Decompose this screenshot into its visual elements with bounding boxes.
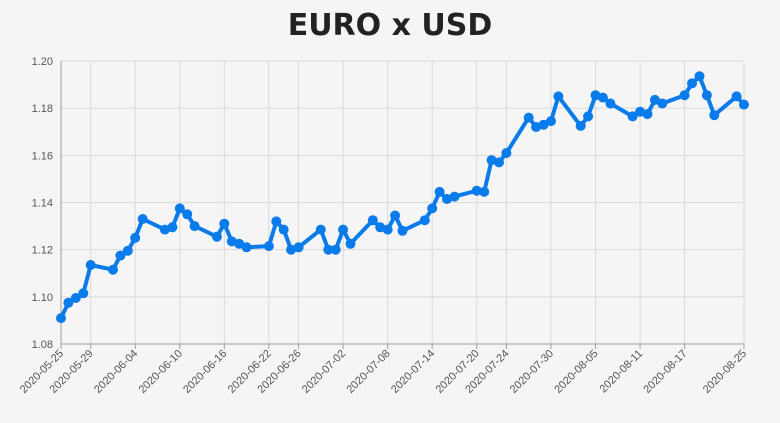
data-point xyxy=(70,293,81,303)
data-point xyxy=(263,241,274,252)
data-point xyxy=(501,148,512,158)
data-point xyxy=(546,116,556,127)
data-point xyxy=(159,224,170,235)
y-tick-label: 1.14 xyxy=(32,198,53,210)
data-point xyxy=(78,288,89,299)
data-point xyxy=(345,238,356,249)
data-point xyxy=(575,120,586,131)
chart-title: EURO x USD xyxy=(287,8,493,43)
data-point xyxy=(471,185,482,196)
x-tick-label: 2020-06-16 xyxy=(181,348,229,396)
data-point xyxy=(442,194,452,204)
y-tick-label: 1.18 xyxy=(32,103,53,115)
x-tick-label: 2020-07-14 xyxy=(389,348,437,396)
data-point xyxy=(241,242,252,253)
data-point xyxy=(323,244,334,255)
data-point xyxy=(174,203,185,214)
data-point xyxy=(427,203,438,214)
data-point xyxy=(330,244,341,255)
data-point xyxy=(531,122,542,132)
data-point xyxy=(679,90,690,101)
data-point xyxy=(137,214,148,224)
data-point xyxy=(293,242,304,253)
data-point xyxy=(367,215,378,226)
data-point xyxy=(182,209,193,220)
data-point xyxy=(523,112,534,123)
data-point xyxy=(449,191,460,202)
data-point xyxy=(538,119,549,130)
data-point xyxy=(167,222,178,233)
data-point xyxy=(657,98,668,109)
data-point xyxy=(553,91,564,102)
data-point xyxy=(271,216,282,227)
data-point xyxy=(278,224,289,235)
data-point xyxy=(701,90,712,101)
data-point xyxy=(390,210,401,221)
data-point xyxy=(642,109,653,120)
data-point xyxy=(56,313,66,324)
data-point xyxy=(731,91,742,102)
data-point xyxy=(63,297,74,308)
data-point xyxy=(739,99,749,110)
data-point xyxy=(709,110,720,121)
data-point xyxy=(583,111,594,122)
x-tick-label: 2020-08-11 xyxy=(597,348,645,396)
data-point xyxy=(108,264,118,275)
data-point xyxy=(219,218,230,229)
x-tick-label: 2020-07-30 xyxy=(508,348,556,396)
x-tick-label: 2020-08-25 xyxy=(701,348,749,396)
data-point xyxy=(434,186,445,197)
data-point xyxy=(85,260,96,270)
data-point xyxy=(419,215,430,226)
data-point xyxy=(211,231,222,242)
y-tick-label: 1.10 xyxy=(32,292,53,304)
y-tick-label: 1.12 xyxy=(32,245,53,257)
data-point xyxy=(687,78,697,89)
data-point xyxy=(597,92,608,103)
y-tick-label: 1.16 xyxy=(32,150,53,162)
data-point xyxy=(315,224,326,235)
data-point xyxy=(122,245,133,256)
y-tick-label: 1.20 xyxy=(32,56,53,68)
data-point xyxy=(286,244,297,255)
y-tick-label: 1.08 xyxy=(32,339,53,351)
data-point xyxy=(382,224,393,235)
data-point xyxy=(189,221,200,232)
data-point xyxy=(234,238,245,249)
x-tick-label: 2020-06-04 xyxy=(92,348,140,396)
data-point xyxy=(479,186,490,197)
x-tick-label: 2020-08-17 xyxy=(641,348,689,396)
data-point xyxy=(115,250,126,261)
x-tick-label: 2020-07-08 xyxy=(344,348,392,396)
data-point xyxy=(375,222,386,233)
data-point xyxy=(694,71,705,82)
data-point xyxy=(649,94,660,105)
data-point xyxy=(397,225,408,236)
data-point xyxy=(338,224,349,235)
data-point xyxy=(605,98,616,109)
x-tick-label: 2020-06-10 xyxy=(137,348,185,396)
data-point xyxy=(627,111,638,122)
x-tick-label: 2020-08-05 xyxy=(552,348,600,396)
data-point xyxy=(130,232,141,243)
data-point xyxy=(494,157,504,168)
x-tick-label: 2020-07-02 xyxy=(300,348,348,396)
